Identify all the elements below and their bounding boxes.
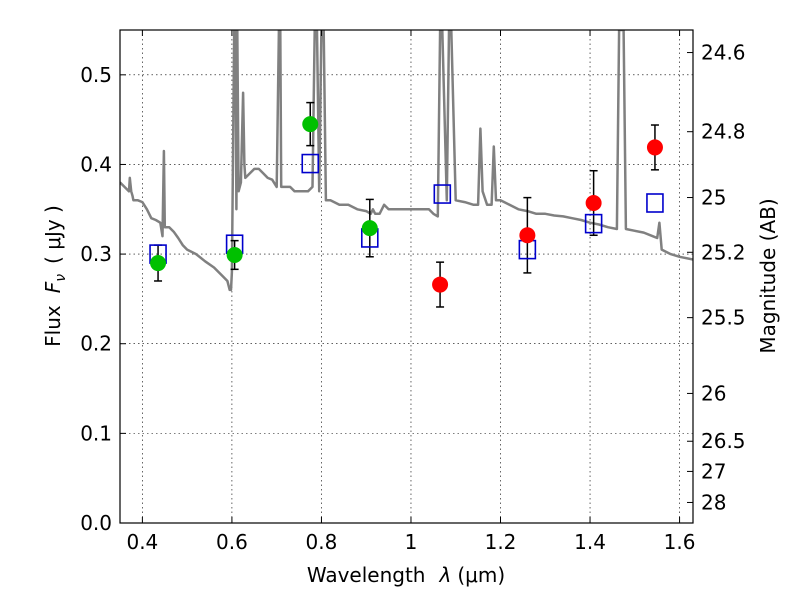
square-point bbox=[301, 153, 320, 174]
y2-tick-label: 26.5 bbox=[701, 429, 746, 453]
error-bars bbox=[154, 101, 659, 308]
y-tick-label: 0.0 bbox=[80, 511, 112, 535]
x-tick-label: 0.8 bbox=[306, 530, 338, 554]
y-tick-label: 0.5 bbox=[80, 63, 112, 87]
square-point bbox=[433, 184, 452, 204]
circle-point bbox=[432, 276, 449, 293]
y2-axis-label: Magnitude (AB) bbox=[756, 198, 780, 353]
axes: 0.4 0.6 0.8 1 1.2 1.4 1.6 0.0 0.1 0.2 0.3 0.4 0.5 24.… bbox=[80, 30, 746, 554]
circle-point bbox=[226, 246, 243, 263]
square-point bbox=[646, 193, 664, 213]
x-tick-label: 0.6 bbox=[216, 530, 248, 554]
circle-point bbox=[519, 227, 536, 244]
y2-tick-label: 25.2 bbox=[701, 240, 746, 264]
square-point bbox=[584, 213, 603, 234]
y2-tick-label: 28 bbox=[701, 490, 726, 514]
y-tick-label: 0.1 bbox=[80, 421, 112, 445]
y2-tick-label: 24.8 bbox=[701, 120, 746, 144]
y-tick-label: 0.2 bbox=[80, 332, 112, 356]
circle-point bbox=[150, 255, 167, 272]
grid bbox=[120, 30, 693, 523]
x-axis-label: Wavelength λ (μm) bbox=[307, 563, 505, 587]
plot-frame bbox=[119, 29, 694, 524]
y2-tick-label: 25.5 bbox=[701, 306, 746, 330]
data-markers bbox=[149, 116, 664, 293]
model-spectrum bbox=[120, 30, 693, 292]
circle-point bbox=[302, 116, 319, 133]
y2-tick-label: 27 bbox=[701, 459, 726, 483]
x-tick-label: 0.4 bbox=[126, 530, 158, 554]
x-tick-label: 1 bbox=[405, 530, 418, 554]
x-tick-label: 1.4 bbox=[574, 530, 606, 554]
circle-point bbox=[646, 139, 663, 156]
y2-tick-label: 26 bbox=[701, 381, 726, 405]
x-tick-label: 1.6 bbox=[664, 530, 696, 554]
x-tick-label: 1.2 bbox=[485, 530, 517, 554]
y-tick-label: 0.4 bbox=[80, 152, 112, 176]
y-tick-label: 0.3 bbox=[80, 242, 112, 266]
model-spectrum-line bbox=[120, 30, 693, 292]
y-axis-label: FluxFν( μJy ) bbox=[41, 205, 69, 347]
y2-tick-label: 25 bbox=[701, 186, 726, 210]
circle-point bbox=[361, 220, 378, 237]
circle-point bbox=[585, 194, 602, 211]
y2-tick-label: 24.6 bbox=[701, 41, 746, 65]
